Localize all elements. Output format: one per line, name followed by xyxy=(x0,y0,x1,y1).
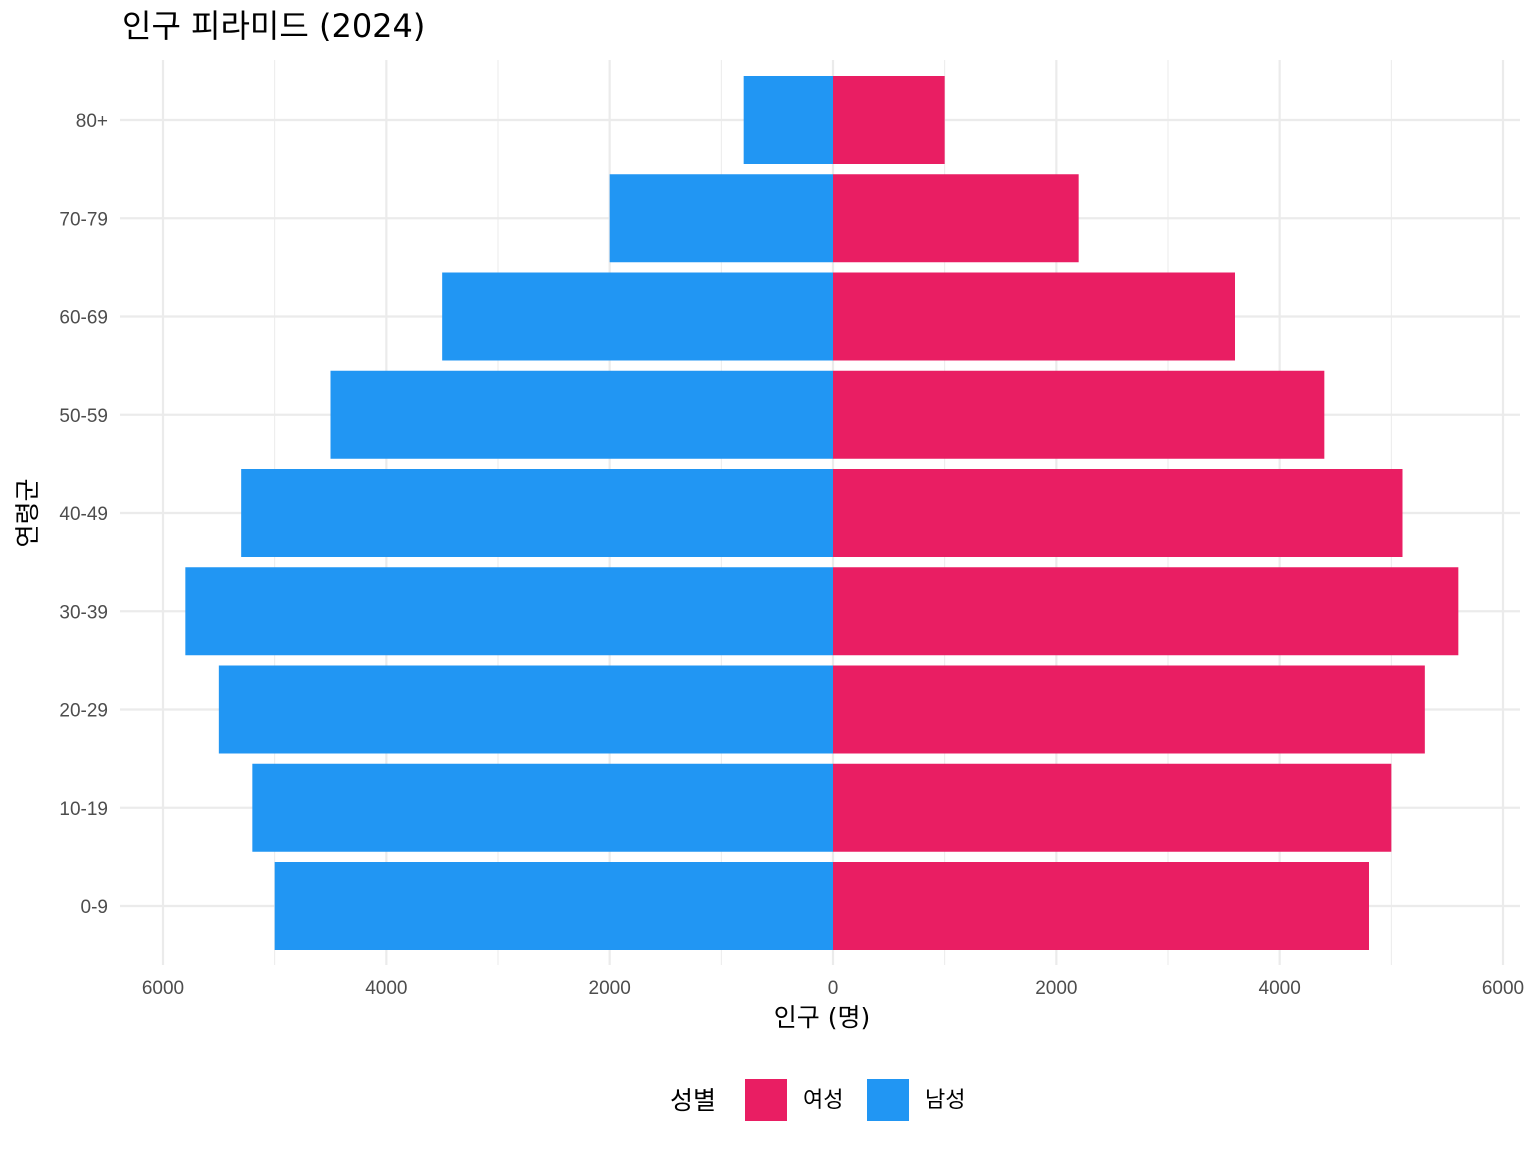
y-tick-label: 70-79 xyxy=(59,209,108,230)
x-tick-labels: 6000 4000 2000 0 2000 4000 6000 xyxy=(142,978,1524,999)
bar-female-10-19 xyxy=(833,763,1392,852)
bar-male-60-69 xyxy=(442,272,833,361)
chart-title: 인구 피라미드 (2024) xyxy=(122,7,425,45)
bar-male-40-49 xyxy=(241,469,833,557)
bar-male-0-9 xyxy=(274,862,834,950)
bar-female-20-29 xyxy=(833,665,1425,754)
bar-male-80+ xyxy=(743,76,833,164)
y-tick-label: 20-29 xyxy=(59,701,108,722)
x-tick-label: 6000 xyxy=(1482,978,1524,999)
bar-male-50-59 xyxy=(330,370,833,459)
bar-female-30-39 xyxy=(833,567,1459,656)
bars xyxy=(185,76,1459,950)
bar-female-60-69 xyxy=(833,272,1235,361)
y-tick-labels: 0-9 10-19 20-29 30-39 40-49 50-59 60-69 70-79 80… xyxy=(59,111,108,918)
y-tick-label: 40-49 xyxy=(59,504,108,525)
legend: 성별 여성 남성 xyxy=(670,1079,965,1121)
bar-female-70-79 xyxy=(833,174,1079,263)
bar-female-50-59 xyxy=(833,370,1325,459)
legend-title: 성별 xyxy=(670,1086,716,1115)
y-tick-label: 80+ xyxy=(76,111,108,132)
y-tick-label: 10-19 xyxy=(59,799,108,820)
bar-male-70-79 xyxy=(609,174,833,263)
legend-swatch-male xyxy=(867,1079,909,1121)
legend-swatch-female xyxy=(745,1079,787,1121)
x-tick-label: 4000 xyxy=(365,978,407,999)
x-axis-label: 인구 (명) xyxy=(774,1003,870,1032)
bar-male-20-29 xyxy=(218,665,834,754)
bar-female-0-9 xyxy=(833,862,1369,950)
y-tick-label: 50-59 xyxy=(59,406,108,427)
x-tick-label: 6000 xyxy=(142,978,184,999)
bar-female-80+ xyxy=(833,76,945,164)
legend-label-female: 여성 xyxy=(803,1088,843,1113)
y-tick-label: 30-39 xyxy=(59,602,108,623)
bar-female-40-49 xyxy=(833,469,1403,557)
bar-male-30-39 xyxy=(185,567,834,656)
x-tick-label: 2000 xyxy=(1035,978,1077,999)
x-tick-label: 0 xyxy=(828,978,839,999)
legend-label-male: 남성 xyxy=(925,1088,965,1113)
bar-male-10-19 xyxy=(252,763,834,852)
y-tick-label: 60-69 xyxy=(59,308,108,329)
x-tick-label: 2000 xyxy=(589,978,631,999)
x-tick-label: 4000 xyxy=(1259,978,1301,999)
y-tick-label: 0-9 xyxy=(81,897,108,918)
y-axis-label: 연령군 xyxy=(13,478,42,547)
